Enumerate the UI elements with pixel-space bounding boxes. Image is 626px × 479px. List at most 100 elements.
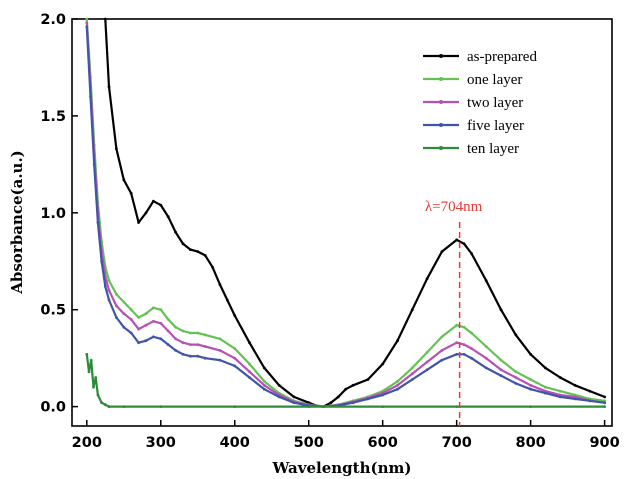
data-point <box>189 248 192 252</box>
data-point <box>410 366 414 370</box>
data-point <box>152 199 155 203</box>
data-point <box>137 221 141 224</box>
data-point <box>529 378 532 381</box>
data-point <box>529 387 532 391</box>
data-point <box>248 341 251 345</box>
data-point <box>174 230 178 234</box>
y-axis-ticks: 0.0 0.5 1.0 1.5 2.0 <box>40 12 78 416</box>
data-point <box>544 385 547 389</box>
data-point <box>107 279 111 282</box>
y-tick-label: 0.0 <box>40 400 66 416</box>
data-point <box>174 349 178 352</box>
data-point <box>159 203 163 207</box>
data-point <box>96 221 100 224</box>
data-point <box>218 337 222 341</box>
data-point <box>122 300 126 304</box>
data-point <box>203 254 207 257</box>
data-point <box>100 401 103 405</box>
x-tick-label: 800 <box>515 435 545 451</box>
legend-item: as-prepared <box>423 49 537 65</box>
data-point <box>100 259 103 263</box>
data-point <box>499 368 503 372</box>
series-line <box>85 354 605 408</box>
data-point <box>499 374 503 377</box>
data-point <box>92 163 96 166</box>
legend-label: as-prepared <box>467 49 537 65</box>
data-point <box>233 314 237 317</box>
data-point <box>470 331 473 335</box>
data-point <box>470 347 473 350</box>
legend-marker <box>439 77 443 81</box>
x-tick-label: 400 <box>220 435 250 451</box>
legend: as-prepared one layer two layer five layer t… <box>423 49 537 157</box>
data-point <box>203 333 207 337</box>
data-point <box>137 327 141 331</box>
data-point <box>122 405 126 408</box>
data-point <box>129 331 133 335</box>
data-point <box>174 325 178 329</box>
legend-item: ten layer <box>423 141 519 157</box>
data-point <box>277 395 281 399</box>
data-point <box>85 352 89 356</box>
data-point <box>181 352 185 356</box>
data-point <box>455 352 459 356</box>
data-point <box>166 343 170 346</box>
x-tick-label: 300 <box>146 435 176 451</box>
series-line <box>85 26 605 408</box>
data-point <box>196 250 200 254</box>
x-tick-label: 200 <box>72 435 102 451</box>
data-point <box>381 362 385 366</box>
data-point <box>588 389 592 393</box>
data-point <box>558 376 562 379</box>
data-point <box>262 387 266 391</box>
data-point <box>573 397 577 401</box>
x-tick-label: 600 <box>368 435 398 451</box>
data-point <box>440 335 444 339</box>
data-point <box>544 366 547 370</box>
data-point <box>203 345 207 348</box>
x-axis-ticks: 200 300 400 500 600 700 800 900 <box>72 420 620 451</box>
data-point <box>152 335 155 339</box>
legend-marker <box>439 100 443 104</box>
data-point <box>107 405 111 408</box>
legend-marker <box>439 123 443 127</box>
data-point <box>455 238 459 242</box>
data-point <box>529 405 532 408</box>
data-point <box>351 383 355 387</box>
data-point <box>396 339 399 343</box>
data-point <box>129 318 133 321</box>
data-point <box>484 279 488 282</box>
data-point <box>233 405 237 408</box>
data-point <box>115 304 118 308</box>
data-point <box>396 387 399 391</box>
data-point <box>514 370 518 374</box>
data-point <box>159 405 163 408</box>
data-point <box>166 215 170 219</box>
data-point <box>166 329 170 333</box>
data-point <box>166 318 170 321</box>
data-point <box>329 401 333 405</box>
data-point <box>196 343 200 346</box>
data-point <box>336 395 340 399</box>
data-point <box>94 376 98 379</box>
series-two-layer <box>85 21 606 408</box>
data-point <box>103 285 107 288</box>
y-tick-label: 2.0 <box>40 12 66 28</box>
data-point <box>218 283 222 286</box>
data-point <box>425 351 429 354</box>
series-line <box>104 18 606 408</box>
data-point <box>573 383 577 387</box>
data-point <box>122 178 126 182</box>
series-as-prepared <box>103 17 606 408</box>
data-point <box>92 385 95 389</box>
series-line <box>85 22 605 408</box>
data-point <box>218 358 222 362</box>
data-point <box>514 376 518 379</box>
data-point <box>181 341 185 345</box>
data-point <box>152 319 155 323</box>
data-point <box>233 356 237 360</box>
series-five-layer <box>85 25 606 408</box>
data-point <box>470 252 473 255</box>
data-point <box>144 211 148 215</box>
data-point <box>107 288 111 292</box>
